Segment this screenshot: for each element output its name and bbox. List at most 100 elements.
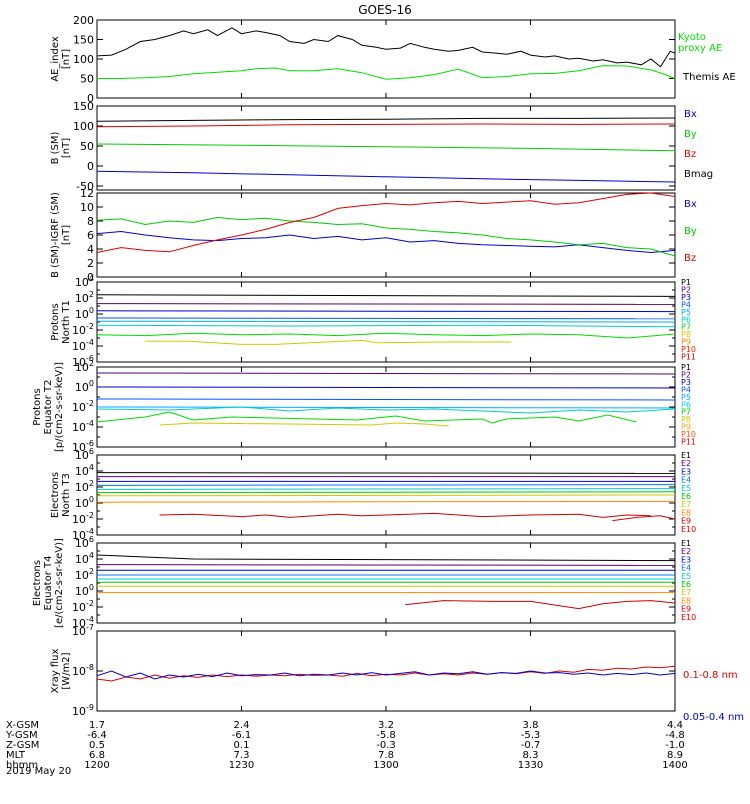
y-axis-label: [nT] xyxy=(61,138,72,158)
y-axis-label: Protons xyxy=(32,388,43,425)
series-line-e4 xyxy=(96,484,676,486)
legend-label: proxy AE xyxy=(678,43,722,54)
orbit-row-value: -5.3 xyxy=(521,730,541,741)
series-line-p1 xyxy=(96,294,676,297)
y-axis-label: Protons xyxy=(50,303,61,340)
series-line-e10 xyxy=(612,515,676,522)
orbit-row-value: 1230 xyxy=(229,760,254,771)
orbit-row-value: 8.3 xyxy=(523,750,539,761)
panel-frame xyxy=(96,542,676,624)
orbit-row-value: 1.7 xyxy=(89,720,105,731)
y-tick-label: 104 xyxy=(75,551,94,566)
y-tick-label: 10-2 xyxy=(72,599,94,614)
series-line-0-1-0-8-nm xyxy=(96,665,676,682)
y-tick-label: 100 xyxy=(73,53,94,66)
y-tick-label: 10-9 xyxy=(72,703,94,718)
y-tick-label: 10-2 xyxy=(72,399,94,414)
legend-label: P4 xyxy=(681,300,691,309)
y-tick-label: 8 xyxy=(87,215,94,228)
orbit-row-value: -1.0 xyxy=(665,740,685,751)
legend-label: E6 xyxy=(681,580,691,589)
legend-label: E1 xyxy=(681,539,691,548)
series-line-e8 xyxy=(96,500,676,503)
legend-label: P8 xyxy=(681,330,691,339)
series-line-p2 xyxy=(96,303,676,305)
legend-label: E8 xyxy=(681,508,691,517)
y-tick-label: 100 xyxy=(75,306,94,321)
series-line-e1 xyxy=(96,554,676,562)
y-axis-label: North T1 xyxy=(61,300,72,344)
legend-label: P1 xyxy=(681,363,691,372)
y-tick-label: 10-4 xyxy=(72,338,94,353)
y-tick-label: 106 xyxy=(75,535,94,550)
y-tick-label: 100 xyxy=(73,120,94,133)
y-tick-label: 104 xyxy=(75,274,94,289)
y-tick-label: 102 xyxy=(75,290,94,305)
y-tick-label: 0 xyxy=(87,92,94,105)
y-tick-label: 10-2 xyxy=(72,322,94,337)
orbit-row-value: 0.5 xyxy=(89,740,105,751)
legend-label: P3 xyxy=(681,293,691,302)
legend-label: P3 xyxy=(681,378,691,387)
legend-label: Bmag xyxy=(684,169,713,180)
y-tick-label: 10-2 xyxy=(72,511,94,526)
orbit-row-value: -0.7 xyxy=(521,740,541,751)
y-axis-label: Electrons xyxy=(50,472,61,518)
orbit-row-value: 7.3 xyxy=(234,750,250,761)
panel-bsm: -50 0 50 100 150 B (SM) [nT] Bx By Bz Bmag xyxy=(50,100,713,193)
series-line-bz xyxy=(96,192,676,253)
legend-label: E6 xyxy=(681,492,691,501)
legend-label: P4 xyxy=(681,385,691,394)
legend-label: E2 xyxy=(681,547,691,556)
series-line-bz xyxy=(96,123,676,128)
y-tick-label: 102 xyxy=(75,567,94,582)
series-line-p6 xyxy=(96,324,676,328)
orbit-row-value: -4.8 xyxy=(665,730,685,741)
panel-frame xyxy=(96,630,676,712)
y-axis-label: North T3 xyxy=(61,473,72,517)
series-line-bmag xyxy=(96,117,676,122)
legend-label: P5 xyxy=(681,308,691,317)
orbit-row-value: 3.8 xyxy=(523,720,539,731)
orbit-row-value: 0.1 xyxy=(234,740,250,751)
series-line-e5 xyxy=(96,488,676,490)
orbit-row-value: 6.8 xyxy=(89,750,105,761)
orbit-row-value: -6.1 xyxy=(232,730,252,741)
y-axis-label: [p/(cm2-s-sr-keV)] xyxy=(54,362,65,452)
y-axis-label: AE_index xyxy=(50,36,61,82)
plot-title: GOES-16 xyxy=(358,3,412,17)
y-axis-label: [nT] xyxy=(61,49,72,69)
legend-label: E8 xyxy=(681,596,691,605)
series-line-p3 xyxy=(96,310,676,313)
legend-label: P5 xyxy=(681,393,691,402)
series-line-by xyxy=(96,216,676,257)
y-tick-label: 10-8 xyxy=(72,663,94,678)
y-axis-label: Equator T4 xyxy=(43,556,54,611)
series-line-p4 xyxy=(96,317,676,320)
series-line-p2 xyxy=(96,372,676,375)
legend-label: By xyxy=(684,129,697,140)
y-tick-label: 104 xyxy=(75,463,94,478)
series-line-p3 xyxy=(96,386,676,389)
y-tick-label: 100 xyxy=(75,495,94,510)
legend-label: E9 xyxy=(681,517,691,526)
legend-label: By xyxy=(684,226,697,237)
legend-label: E4 xyxy=(681,476,691,485)
series-line-p4 xyxy=(96,398,676,401)
series-line-p7 xyxy=(96,332,676,339)
legend-label: 0.05-0.4 nm xyxy=(683,712,744,723)
orbit-row-value: 1200 xyxy=(84,760,109,771)
orbit-row-value: 1330 xyxy=(518,760,543,771)
panel-frame xyxy=(96,19,676,99)
orbit-row-label: Z-GSM xyxy=(6,740,39,751)
legend-label: Themis AE xyxy=(682,72,736,83)
legend-label: E7 xyxy=(681,500,691,509)
y-tick-label: 2 xyxy=(87,257,94,270)
series-line-p8 xyxy=(145,339,512,345)
series-line-e9 xyxy=(159,512,651,518)
orbit-row-label: X-GSM xyxy=(6,720,39,731)
y-tick-label: 4 xyxy=(87,243,94,256)
legend-label: P10 xyxy=(681,345,696,354)
